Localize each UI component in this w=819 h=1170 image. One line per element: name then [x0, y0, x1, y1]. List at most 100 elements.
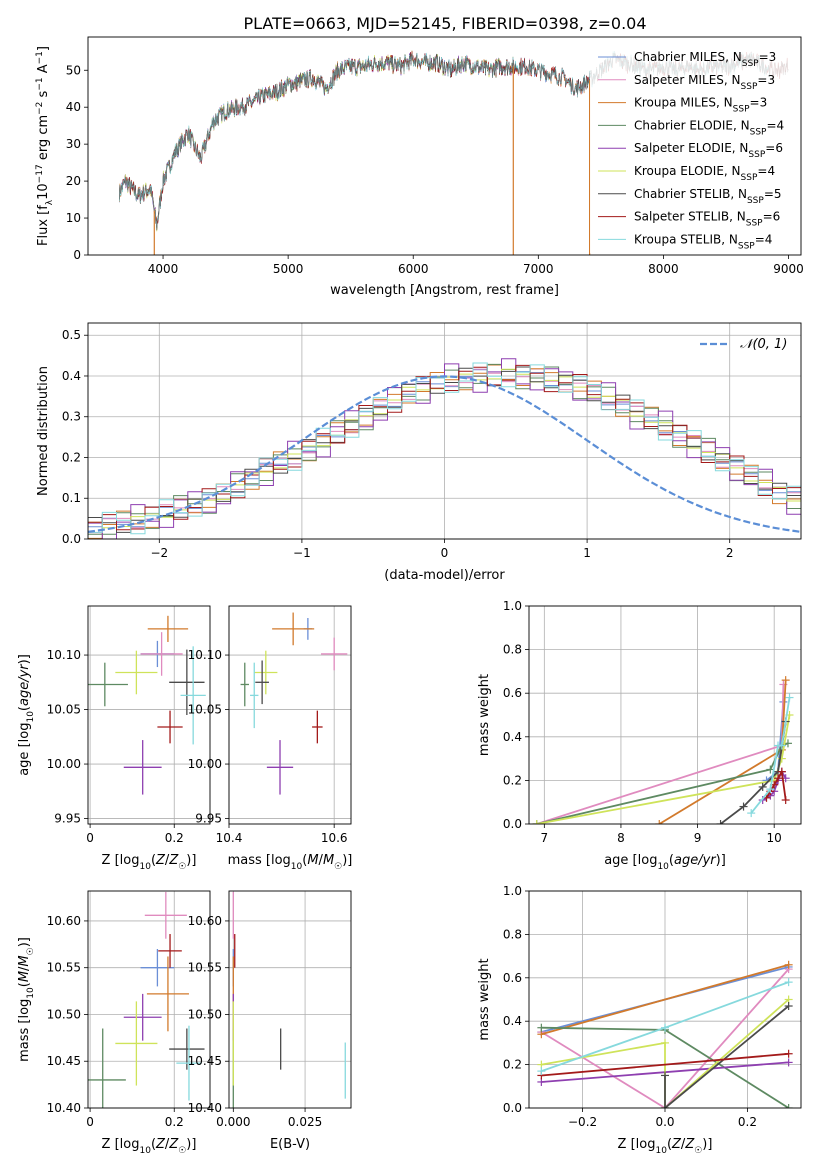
mass-weight-line-chabrier-stelib: [664, 1005, 790, 1108]
panel-residual_histogram: −2 −1 0 1 2 0.0 0.1 0.2 0.3 0.4 0.5 (data-model)/er…: [36, 322, 802, 583]
errorbar-kroupa-stelib: [250, 662, 259, 729]
x-axis-label: Z [log10(Z/Z☉)]: [102, 1137, 197, 1156]
x-axis-label: wavelength [Angstrom, rest frame]: [330, 283, 559, 298]
axes-frame: [228, 890, 352, 1109]
errorbar-chabrier-elodie: [88, 1028, 126, 1108]
legend-label-kroupa-elodie: Kroupa ELODIE, NSSP=4: [634, 164, 775, 183]
y-tick-label: 10.00: [47, 757, 81, 771]
y-tick-label: 1.0: [503, 599, 522, 613]
mass-weight-point-salpeter-stelib: [784, 1049, 793, 1058]
mass-weight-line-kroupa-elodie: [536, 714, 791, 824]
mass-weight-point-chabrier-stelib: [784, 1002, 793, 1011]
x-tick-label: 0.2: [165, 1115, 184, 1129]
errorbar-chabrier-elodie: [240, 662, 249, 707]
x-tick-label: 7: [541, 831, 549, 845]
mass-weight-point-kroupa-stelib: [777, 741, 786, 750]
mass-weight-point-kroupa-stelib: [766, 785, 775, 794]
mass-weight-line-salpeter-stelib: [765, 768, 787, 801]
panel-massweight_vs_age: 7 8 9 10 0.0 0.2 0.4 0.6 0.8 1.0 age [log10(age/yr…: [477, 599, 802, 872]
x-tick-label: −0.2: [568, 1115, 597, 1129]
mass-weight-point-chabrier-stelib: [739, 802, 748, 811]
x-tick-label: 0: [441, 546, 449, 560]
errorbar-kroupa-miles: [146, 956, 189, 1032]
plot-area: [88, 891, 205, 1108]
mass-weight-point-kroupa-stelib: [785, 693, 794, 702]
errorbar-kroupa-miles: [272, 612, 315, 646]
y-tick-label: 10: [66, 211, 81, 225]
y-tick-label: 10.00: [188, 757, 222, 771]
y-tick-label: 0.4: [503, 1014, 522, 1028]
y-tick-label: 9.95: [54, 812, 81, 826]
mass-weight-line-kroupa-miles: [541, 963, 789, 1036]
errorbar-salpeter-miles: [321, 637, 348, 671]
errorbar-salpeter-stelib: [158, 934, 182, 968]
mass-weight-point-kroupa-miles: [781, 676, 790, 685]
mass-weight-point-kroupa-stelib: [747, 809, 756, 818]
mass-weight-point-kroupa-miles: [655, 820, 664, 824]
legend-label-chabrier-stelib: Chabrier STELIB, NSSP=5: [634, 187, 782, 206]
y-tick-label: 0.4: [503, 730, 522, 744]
mass-weight-line-salpeter-stelib: [541, 1052, 789, 1077]
plot-area: [88, 358, 801, 539]
panel-mass_vs_Z: 0 0.2 10.40 10.45 10.50 10.55 10.60 Z [log10(Z/…: [17, 890, 211, 1156]
errorbar-salpeter-elodie: [123, 993, 162, 1041]
axes-frame: [87, 605, 211, 825]
y-tick-label: 10.05: [47, 703, 81, 717]
spectrum-line-kroupa-elodie: [119, 50, 514, 232]
y-tick-label: 0.0: [503, 1101, 522, 1115]
mass-weight-point-chabrier-stelib: [661, 1104, 669, 1108]
y-tick-label: 0.3: [62, 410, 81, 424]
y-tick-label: 9.95: [195, 812, 222, 826]
y-tick-label: 10.40: [47, 1101, 81, 1115]
y-tick-label: 0.5: [62, 328, 81, 342]
y-tick-label: 10.10: [188, 648, 222, 662]
mass-weight-point-chabrier-elodie: [537, 1023, 546, 1032]
grid: [88, 606, 210, 824]
x-tick-label: 5000: [273, 262, 304, 276]
x-tick-label: 0: [86, 1115, 94, 1129]
mass-weight-point-kroupa-stelib: [784, 978, 793, 987]
y-tick-label: 0.0: [62, 532, 81, 546]
errorbar-chabrier-elodie: [88, 662, 128, 707]
legend-label-kroupa-miles: Kroupa MILES, NSSP=3: [634, 96, 767, 115]
x-tick-label: 0.0: [655, 1115, 674, 1129]
y-axis-label: age [log10(age/yr)]: [17, 654, 36, 776]
mass-weight-point-salpeter-stelib: [781, 796, 790, 805]
mass-weight-point-salpeter-elodie: [784, 1058, 793, 1067]
panel-massweight_vs_Z: −0.2 0.0 0.2 0.0 0.2 0.4 0.6 0.8 1.0 Z [log10(Z/Z…: [477, 884, 802, 1156]
x-tick-label: −1: [293, 546, 311, 560]
errorbar-chabrier-stelib: [169, 649, 205, 715]
errorbar-salpeter-stelib: [157, 710, 183, 744]
axes-frame: [87, 36, 802, 256]
x-tick-label: 8: [617, 831, 625, 845]
y-tick-label: 10.40: [188, 1101, 222, 1115]
mass-weight-point-kroupa-elodie: [661, 1038, 669, 1047]
y-axis-label: Normed distribution: [36, 366, 51, 496]
mass-weight-point-kroupa-stelib: [537, 1067, 546, 1076]
y-tick-label: 10.60: [47, 914, 81, 928]
mass-weight-point-chabrier-stelib: [661, 1071, 669, 1080]
y-axis-label: mass weight: [477, 958, 492, 1040]
y-tick-label: 10.55: [47, 961, 81, 975]
x-tick-label: 0.025: [288, 1115, 322, 1129]
mass-weight-point-kroupa-elodie: [532, 820, 541, 824]
y-tick-label: 0.6: [503, 971, 522, 985]
legend-label-salpeter-stelib: Salpeter STELIB, NSSP=6: [634, 210, 780, 229]
plot-area: [532, 676, 794, 824]
x-tick-label: 9: [694, 831, 702, 845]
x-tick-label: 2: [726, 546, 734, 560]
errorbar-salpeter-elodie: [266, 740, 294, 795]
mass-weight-line-kroupa-miles: [658, 680, 787, 824]
mass-weight-line-chabrier-miles: [765, 701, 785, 782]
axes-frame: [87, 890, 211, 1109]
plot-area: [88, 615, 206, 795]
x-tick-label: 10.6: [321, 831, 348, 845]
mass-weight-point-salpeter-stelib: [774, 774, 783, 783]
grid: [229, 891, 351, 1109]
errorbar-kroupa-elodie: [115, 1001, 158, 1086]
y-tick-label: 10.10: [47, 648, 81, 662]
y-tick-label: 50: [66, 63, 81, 77]
y-tick-label: 0: [73, 248, 81, 262]
y-tick-label: 0.2: [62, 450, 81, 464]
errorbar-salpeter-miles: [140, 632, 183, 676]
